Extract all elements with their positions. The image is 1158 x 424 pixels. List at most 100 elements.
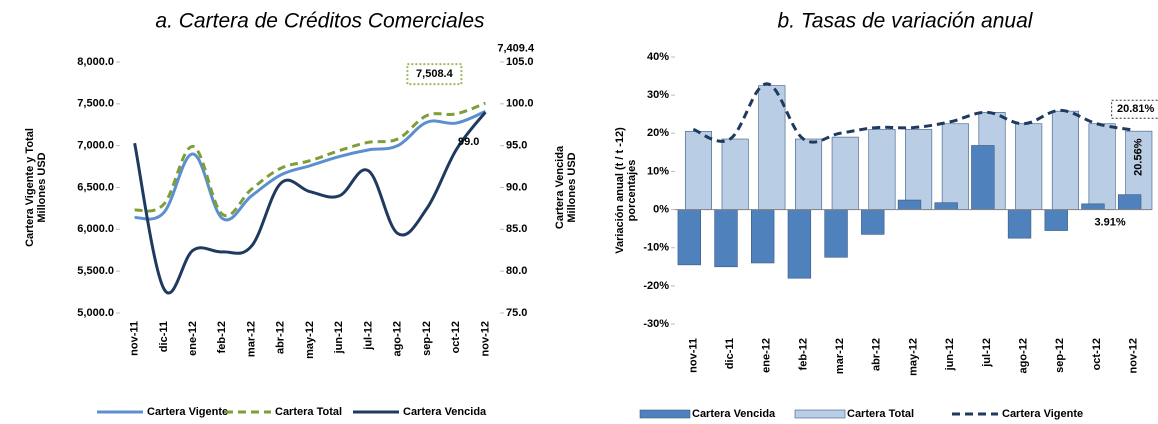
x-tick-label: jul-12 [362,321,374,351]
data-label: 20.56% [1133,138,1145,176]
bar [758,85,786,210]
data-label: 3.91% [1094,217,1125,229]
chart-title: b. Tasas de variación anual [778,10,1034,33]
x-tick-label: ago-12 [392,321,404,356]
y-tick-label: 6,000.0 [77,223,114,235]
y-tick-label: 40% [647,51,669,63]
y-tick-label: 6,500.0 [77,181,114,193]
y2-tick-label: 90.0 [506,181,527,193]
bar [787,209,812,279]
y-tick-label: 7,500.0 [77,98,114,110]
x-tick-label: ene-12 [187,321,199,356]
label-box [1111,99,1158,119]
x-tick-label: nov-11 [687,338,699,373]
line-series [692,82,1134,144]
data-label: 7,409.4 [497,42,535,54]
y2-tick-label: 85.0 [506,223,527,235]
x-tick-label: ene-12 [761,338,773,373]
legend-label: Cartera Total [847,408,914,420]
x-tick-label: nov-11 [129,321,141,356]
y-axis-title: Variación anual (t / t -12) [614,127,626,254]
y2-axis-title: Cartera Vencida [554,145,566,229]
y-tick-label: 20% [647,127,669,139]
label-box [406,63,463,86]
x-tick-label: abr-12 [275,321,287,354]
y-tick-label: 5,500.0 [77,265,114,277]
bar [684,131,712,210]
y2-tick-label: 80.0 [506,265,527,277]
data-label: 7,508.4 [416,68,454,80]
line-series [133,111,487,295]
bar [1051,110,1079,210]
x-tick-label: nov-12 [479,321,491,356]
y-tick-label: 5,000.0 [77,307,114,319]
x-tick-label: jun-12 [944,338,956,371]
x-tick-label: feb-12 [797,338,809,370]
x-tick-label: sep-12 [421,321,433,356]
y2-axis-title: Millones USD [566,152,578,222]
legend-label: Cartera Vencida [692,408,776,420]
y-axis-title: Millones USD [36,152,48,222]
bar [934,202,958,210]
y2-tick-label: 100.0 [506,98,534,110]
y-tick-label: -20% [643,280,669,292]
y-axis-title: porcentajes [626,160,638,222]
x-tick-label: ago-12 [1017,338,1029,373]
bar [971,145,995,210]
x-tick-label: dic-11 [158,321,170,352]
x-tick-label: jun-12 [333,321,345,354]
data-label: 99.0 [458,136,479,148]
bar [897,199,922,210]
bar [824,209,848,258]
y2-tick-label: 105.0 [506,56,534,68]
line-series [134,101,486,218]
legend-label: Cartera Total [275,406,342,418]
legend-label: Cartera Vigente [1002,408,1083,420]
bar [1081,203,1105,210]
x-tick-label: may-12 [304,321,316,359]
bar [868,129,896,210]
bar [905,129,933,210]
y2-tick-label: 95.0 [506,140,527,152]
bar [721,138,749,210]
x-tick-label: dic-11 [724,338,736,369]
y-tick-label: -10% [643,242,669,254]
y-tick-label: 30% [647,89,669,101]
y-tick-label: 8,000.0 [77,56,114,68]
bar [1117,194,1142,210]
bar [941,123,969,210]
y-tick-label: 0% [653,203,669,215]
bar [1044,209,1068,231]
x-tick-label: oct-12 [1091,338,1103,370]
line-series [134,110,486,222]
bar [677,209,701,266]
bar [751,209,775,264]
bar [795,138,823,210]
data-label: 20.81% [1117,103,1155,115]
bar [831,136,859,210]
bar [1007,209,1032,239]
x-tick-label: sep-12 [1054,338,1066,373]
y-tick-label: -30% [643,318,669,330]
legend-label: Cartera Vigente [147,406,228,418]
legend-swatch [639,409,691,419]
legend-swatch [794,409,846,419]
bar [714,209,738,268]
y2-tick-label: 75.0 [506,307,527,319]
y-axis-title: Cartera Vigente y Total [24,128,36,247]
x-tick-label: feb-12 [216,321,228,353]
x-tick-label: abr-12 [871,338,883,371]
x-tick-label: may-12 [907,338,919,376]
x-tick-label: mar-12 [834,338,846,374]
x-tick-label: mar-12 [245,321,257,357]
x-tick-label: oct-12 [450,321,462,353]
bar [1015,123,1043,210]
bar [1088,123,1116,210]
bar [861,209,885,235]
y-tick-label: 7,000.0 [77,140,114,152]
x-tick-label: nov-12 [1128,338,1140,373]
x-tick-label: jul-12 [981,338,993,368]
y-tick-label: 10% [647,165,669,177]
chart-title: a. Cartera de Créditos Comerciales [155,10,485,33]
